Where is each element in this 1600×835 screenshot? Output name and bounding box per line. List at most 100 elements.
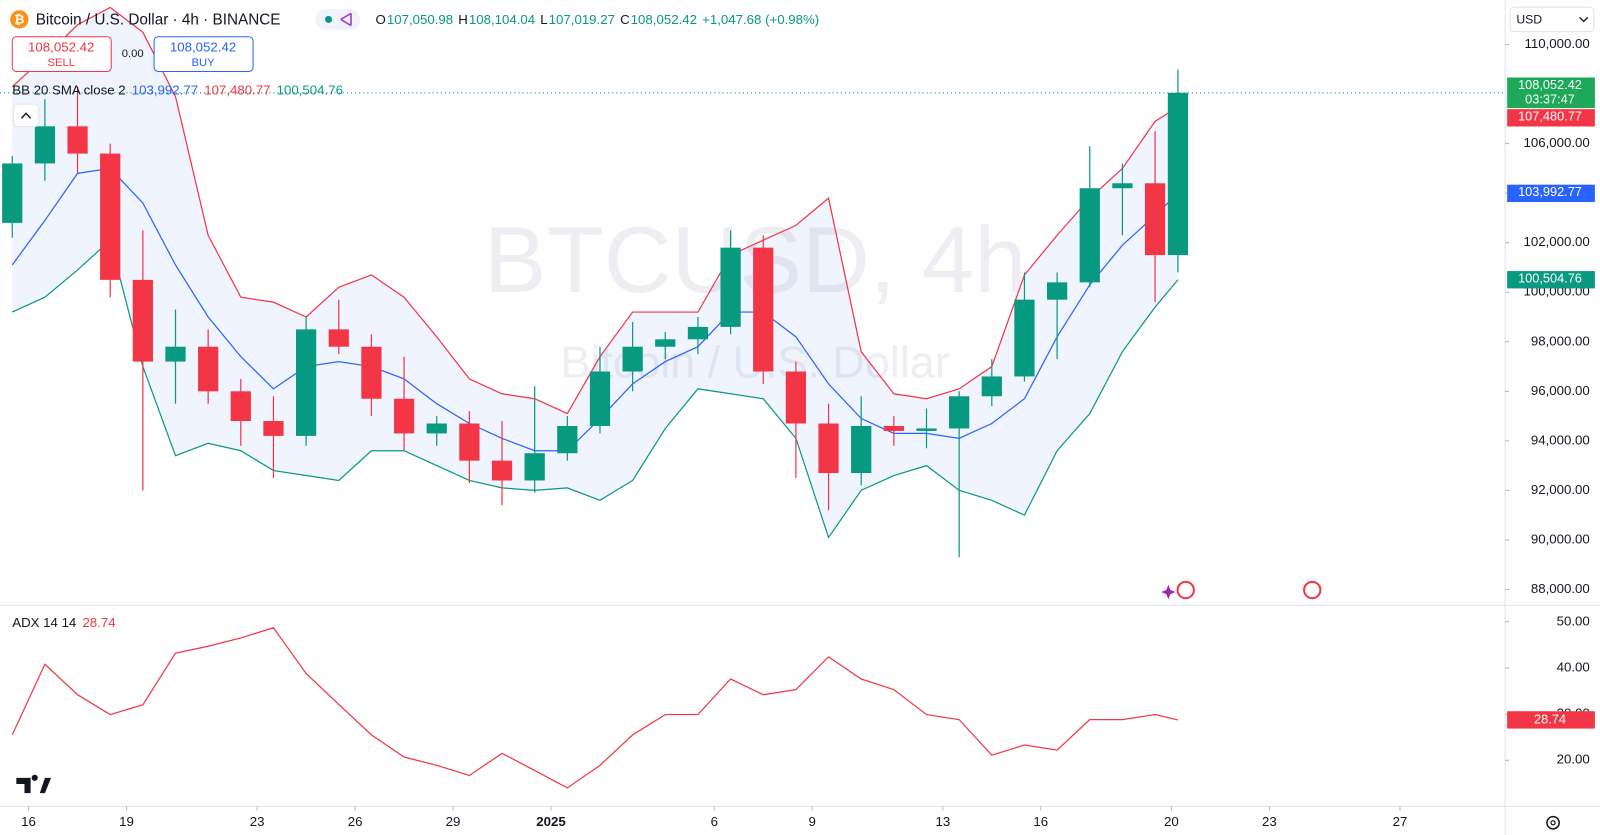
candle-body bbox=[1046, 282, 1068, 300]
candle-body bbox=[949, 396, 970, 429]
candle-body bbox=[198, 346, 219, 392]
y-tick-label: 40.00 bbox=[1557, 659, 1590, 674]
candle-body bbox=[100, 153, 121, 280]
candle-body bbox=[655, 339, 676, 347]
x-tick-label: 6 bbox=[711, 814, 718, 829]
y-tick-label: 20.00 bbox=[1557, 752, 1590, 767]
candle-body bbox=[851, 425, 872, 474]
adx-value: 28.74 bbox=[82, 615, 115, 630]
x-tick-label: 9 bbox=[809, 814, 816, 829]
candle-body bbox=[622, 346, 643, 372]
price-tag-text: 03:37:47 bbox=[1525, 91, 1575, 106]
indicator-value: 100,504.76 bbox=[277, 82, 343, 97]
currency-label: USD bbox=[1516, 13, 1542, 27]
indicator-legend: BB 20 SMA close 2 bbox=[12, 82, 125, 97]
x-tick-label: 29 bbox=[446, 814, 461, 829]
y-tick-label: 110,000.00 bbox=[1524, 36, 1589, 51]
settings-icon[interactable] bbox=[1546, 815, 1560, 830]
x-tick-label: 13 bbox=[935, 814, 950, 829]
settings-icon-center bbox=[1550, 820, 1556, 826]
ohlc-label: L bbox=[540, 12, 547, 27]
buy-button[interactable] bbox=[153, 36, 254, 72]
candle-body bbox=[785, 371, 807, 424]
price-change: +1,047.68 (+0.98%) bbox=[702, 12, 819, 27]
candle-body bbox=[1014, 299, 1035, 377]
candle-body bbox=[263, 421, 284, 436]
market-status-dot bbox=[325, 15, 333, 23]
candle-body bbox=[1112, 183, 1133, 189]
sell-label: SELL bbox=[48, 57, 75, 69]
price-tag bbox=[1507, 271, 1595, 289]
bitcoin-icon bbox=[10, 10, 29, 29]
candle-body bbox=[589, 371, 611, 426]
candle-body bbox=[328, 329, 349, 347]
adx-pane bbox=[11, 627, 1179, 789]
candle-body bbox=[2, 163, 23, 223]
candle-body bbox=[720, 247, 741, 327]
x-tick-label: 16 bbox=[21, 814, 36, 829]
ohlc-value: 108,104.04 bbox=[469, 12, 535, 27]
ohlc-label: C bbox=[620, 12, 630, 27]
x-tick-label: 27 bbox=[1393, 814, 1408, 829]
dropdown-chevron bbox=[1579, 16, 1589, 23]
sell-button[interactable] bbox=[11, 36, 112, 72]
share-icon bbox=[340, 12, 352, 27]
price-tag-text: 103,992.77 bbox=[1518, 184, 1582, 199]
candle-body bbox=[165, 346, 186, 362]
band-line bbox=[11, 239, 1179, 539]
tradingview-logo[interactable] bbox=[16, 774, 52, 794]
candle-body bbox=[1167, 92, 1189, 256]
price-tag bbox=[1507, 109, 1595, 127]
y-tick-label: 88,000.00 bbox=[1531, 581, 1590, 596]
symbol-title[interactable]: Bitcoin / U.S. Dollar · 4h · BINANCE bbox=[36, 11, 281, 28]
buy-label: BUY bbox=[192, 57, 216, 69]
y-tick-label: 94,000.00 bbox=[1531, 432, 1590, 447]
price-tag bbox=[1507, 184, 1595, 203]
ai-icon[interactable] bbox=[1161, 584, 1176, 600]
candle-body bbox=[1079, 188, 1100, 283]
y-tick-label: 92,000.00 bbox=[1531, 482, 1590, 497]
candle-body bbox=[361, 346, 382, 399]
candle-body bbox=[818, 423, 839, 474]
collapse-button[interactable] bbox=[12, 103, 40, 128]
candle-body bbox=[295, 329, 317, 436]
collapse-icon bbox=[20, 112, 32, 119]
price-tag bbox=[1507, 77, 1595, 109]
candle-body bbox=[230, 391, 251, 422]
buy-price: 108,052.42 bbox=[170, 39, 236, 54]
sell-price: 108,052.42 bbox=[28, 39, 94, 54]
y-tick-label: 106,000.00 bbox=[1523, 135, 1589, 150]
ohlc-label: H bbox=[458, 12, 468, 27]
candle-body bbox=[524, 453, 545, 481]
ohlc-value: 107,019.27 bbox=[549, 12, 615, 27]
y-tick-label: 90,000.00 bbox=[1531, 531, 1590, 546]
x-tick-label: 23 bbox=[1262, 814, 1277, 829]
spread: 0.00 bbox=[122, 48, 144, 60]
event-icon[interactable] bbox=[1303, 580, 1322, 600]
x-tick-label: 19 bbox=[119, 814, 134, 829]
currency-dropdown[interactable] bbox=[1509, 6, 1595, 33]
ohlc-value: 108,052.42 bbox=[631, 12, 697, 27]
candle-body bbox=[393, 398, 415, 434]
candle-body bbox=[981, 376, 1002, 397]
y-tick-label: 50.00 bbox=[1557, 613, 1590, 628]
candle-body bbox=[883, 425, 904, 431]
adx-line bbox=[11, 627, 1179, 789]
x-tick-label: 2025 bbox=[536, 814, 565, 829]
indicator-value: 107,480.77 bbox=[204, 82, 270, 97]
event-icon[interactable] bbox=[1176, 580, 1195, 600]
candle-body bbox=[132, 279, 153, 362]
indicator-value: 103,992.77 bbox=[132, 82, 198, 97]
status-pill[interactable] bbox=[315, 9, 361, 30]
x-tick-label: 26 bbox=[348, 814, 363, 829]
candle-body bbox=[34, 126, 56, 164]
candle-body bbox=[1144, 183, 1166, 256]
y-tick-label: 102,000.00 bbox=[1523, 234, 1589, 249]
y-tick-label: 98,000.00 bbox=[1531, 333, 1590, 348]
candle-body bbox=[459, 423, 480, 461]
price-tag bbox=[1507, 711, 1595, 729]
y-tick-label: 96,000.00 bbox=[1531, 383, 1590, 398]
candle-body bbox=[916, 428, 937, 431]
